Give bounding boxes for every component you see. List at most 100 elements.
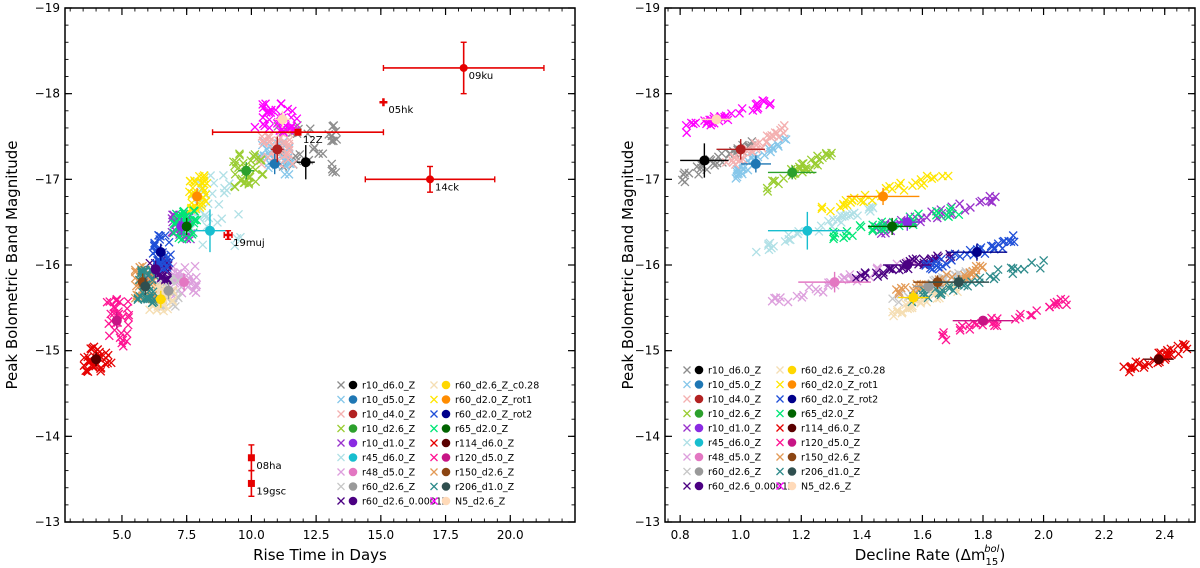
right-cloud-point-n5-d2-6-z bbox=[688, 119, 698, 129]
left-cloud-point-r60-d2-0-z-rot1 bbox=[198, 172, 208, 182]
left-legend-label-r206-d1-0-z: r206_d1.0_Z bbox=[455, 482, 515, 493]
left-cloud-point-n5-d2-6-z bbox=[264, 115, 274, 125]
left-cloud-point-r60-d2-6-z-c0-28 bbox=[155, 286, 165, 296]
left-cloud-point-r10-d4-0-z bbox=[263, 152, 273, 162]
right-legend-cross-r60-d2-6-z bbox=[683, 467, 691, 476]
left-legend-dot-r60-d2-6-0-0001z bbox=[348, 496, 358, 506]
right-cloud-point-r10-d4-0-z bbox=[757, 143, 767, 153]
left-cloud-point-r10-d6-0-z bbox=[327, 164, 337, 174]
right-cloud-point-n5-d2-6-z bbox=[681, 120, 691, 130]
right-cloud-point-r10-d2-6-z bbox=[822, 150, 832, 160]
left-cloud-point-n5-d2-6-z bbox=[266, 108, 276, 118]
right-cloud-point-n5-d2-6-z bbox=[726, 109, 736, 118]
right-cloud-point-r45-d6-0-z bbox=[784, 230, 794, 240]
left-cloud-point-r10-d2-6-z bbox=[229, 181, 239, 191]
right-cloud-point-r10-d2-6-z bbox=[774, 179, 783, 189]
left-legend-label-r10-d4-0-z: r10_d4.0_Z bbox=[362, 410, 416, 421]
right-legend-dot-r60-d2-6-0-0001z bbox=[694, 481, 704, 491]
left-mean-point-r60-d2-0-z-rot2 bbox=[155, 247, 166, 258]
left-cloud-point-r60-d2-0-z-rot2 bbox=[162, 263, 172, 272]
left-legend-cross-r60-d2-6-z bbox=[337, 482, 345, 491]
right-cloud-point-r150-d2-6-z bbox=[965, 268, 975, 277]
left-cloud-point-r10-d4-0-z bbox=[284, 139, 294, 149]
right-cloud-point-r10-d5-0-z bbox=[733, 169, 742, 179]
left-cloud-point-n5-d2-6-z bbox=[283, 104, 293, 114]
left-x-tick-label: 12.5 bbox=[303, 528, 330, 542]
left-cloud-point-n5-d2-6-z bbox=[292, 114, 302, 124]
right-cloud-point-n5-d2-6-z bbox=[682, 128, 692, 138]
left-x-axis-label: Rise Time in Days bbox=[253, 546, 387, 564]
right-legend-cross-r114-d6-0-z bbox=[776, 424, 784, 432]
left-legend: r10_d6.0_Z r10_d5.0_Z r10_d4.0_Z r10_d2.6_Z… bbox=[337, 381, 539, 508]
left-legend-cross-r10-d4-0-z bbox=[337, 410, 345, 418]
left-cloud-point-r114-d6-0-z bbox=[82, 366, 92, 376]
right-cloud-point-r206-d1-0-z bbox=[934, 288, 944, 298]
left-y-tick-label: −13 bbox=[35, 515, 60, 529]
right-legend-dot-r120-d5-0-z bbox=[787, 438, 797, 447]
right-cloud-point-r60-d2-0-z-rot2 bbox=[936, 254, 946, 264]
left-legend-cross-r10-d2-6-z bbox=[337, 424, 345, 433]
left-observations: 09ku 05hk 12Z 14ck 19muj 08ha 19gsc bbox=[211, 41, 545, 497]
right-cloud-point-r114-d6-0-z bbox=[1124, 367, 1134, 377]
left-legend-dot-r60-d2-6-z bbox=[348, 482, 358, 491]
right-cloud-point-r48-d5-0-z bbox=[845, 269, 855, 279]
left-legend-cross-r48-d5-0-z bbox=[337, 468, 345, 476]
right-cloud-point-r10-d2-6-z bbox=[763, 186, 773, 196]
right-cloud-point-r48-d5-0-z bbox=[811, 284, 821, 294]
left-cloud-point-r65-d2-0-z bbox=[171, 209, 181, 219]
right-mean-point-r48-d5-0-z bbox=[829, 277, 840, 288]
right-legend-label-r60-d2-0-z-rot2: r60_d2.0_Z_rot2 bbox=[801, 395, 878, 406]
right-cloud-point-r206-d1-0-z bbox=[985, 271, 995, 281]
left-cloud-point-r48-d5-0-z bbox=[190, 261, 200, 271]
left-legend-dot-r206-d1-0-z bbox=[441, 482, 451, 491]
left-cloud-point-n5-d2-6-z bbox=[265, 123, 274, 133]
right-cloud-point-r10-d4-0-z bbox=[779, 128, 789, 138]
right-legend-cross-r10-d1-0-z bbox=[683, 424, 691, 432]
right-y-tick-label: −18 bbox=[635, 87, 660, 101]
right-legend-cross-r10-d2-6-z bbox=[683, 409, 691, 418]
right-cloud-point-r10-d5-0-z bbox=[760, 150, 769, 160]
left-cloud-point-r120-d5-0-z bbox=[106, 309, 116, 319]
obs-point-14ck bbox=[426, 175, 435, 184]
left-mean-point-r48-d5-0-z bbox=[179, 277, 190, 288]
right-legend-dot-r10-d1-0-z bbox=[694, 423, 704, 433]
right-cloud-point-r60-d2-6-0-0001z bbox=[886, 264, 895, 274]
right-cloud-point-r65-d2-0-z bbox=[954, 210, 964, 220]
left-cloud-point-r48-d5-0-z bbox=[191, 282, 201, 292]
left-cloud-point-r60-d2-6-0-0001z bbox=[162, 274, 172, 284]
right-cloud-point-r60-d2-0-z-rot2 bbox=[926, 259, 936, 269]
left-cloud-point-r10-d4-0-z bbox=[283, 155, 293, 164]
left-cloud-point-r45-d6-0-z bbox=[230, 241, 240, 251]
left-x-tick-label: 7.5 bbox=[177, 528, 196, 542]
right-cloud-point-r60-d2-0-z-rot1 bbox=[907, 181, 917, 191]
right-mean-point-r10-d1-0-z bbox=[902, 217, 913, 228]
left-legend-label-r10-d1-0-z: r10_d1.0_Z bbox=[362, 439, 416, 450]
left-legend-dot-r10-d5-0-z bbox=[348, 395, 358, 404]
obs-label-08ha: 08ha bbox=[256, 461, 281, 472]
right-cloud-point-r45-d6-0-z bbox=[816, 221, 826, 231]
right-cloud-point-r48-d5-0-z bbox=[767, 296, 777, 306]
right-cloud-point-r206-d1-0-z bbox=[1019, 264, 1029, 274]
obs-label-19muj: 19muj bbox=[233, 238, 265, 249]
right-cloud-point-r120-d5-0-z bbox=[1015, 309, 1025, 319]
right-x-tick-label: 2.2 bbox=[1095, 528, 1114, 542]
left-cloud-point-r10-d6-0-z bbox=[327, 136, 336, 146]
right-cloud-point-r10-d1-0-z bbox=[987, 197, 997, 207]
right-legend-dot-r60-d2-6-z-c0-28 bbox=[787, 365, 797, 375]
left-cloud-point-r206-d1-0-z bbox=[133, 295, 143, 305]
left-cloud-point-r45-d6-0-z bbox=[198, 240, 208, 250]
right-cloud-point-r120-d5-0-z bbox=[1026, 310, 1035, 320]
right-cloud-point-r60-d2-0-z-rot1 bbox=[885, 181, 895, 191]
left-cloud-point-r120-d5-0-z bbox=[122, 329, 132, 339]
left-cloud-point-r45-d6-0-z bbox=[206, 171, 216, 180]
right-cloud-point-r65-d2-0-z bbox=[945, 206, 955, 216]
right-legend-dot-r48-d5-0-z bbox=[694, 452, 704, 462]
right-cloud-point-r60-d2-6-0-0001z bbox=[878, 267, 888, 277]
left-cloud-point-r206-d1-0-z bbox=[140, 265, 150, 275]
right-cloud-point-r114-d6-0-z bbox=[1139, 363, 1149, 373]
right-cloud-point-r10-d6-0-z bbox=[694, 169, 704, 179]
right-mean-point-r60-d2-6-z bbox=[923, 281, 934, 292]
right-cloud-point-r10-d2-6-z bbox=[794, 162, 804, 172]
left-legend-label-n5-d2-6-z: N5_d2.6_Z bbox=[455, 497, 506, 508]
right-legend-label-r60-d2-6-z-c0-28: r60_d2.6_Z_c0.28 bbox=[801, 366, 885, 377]
